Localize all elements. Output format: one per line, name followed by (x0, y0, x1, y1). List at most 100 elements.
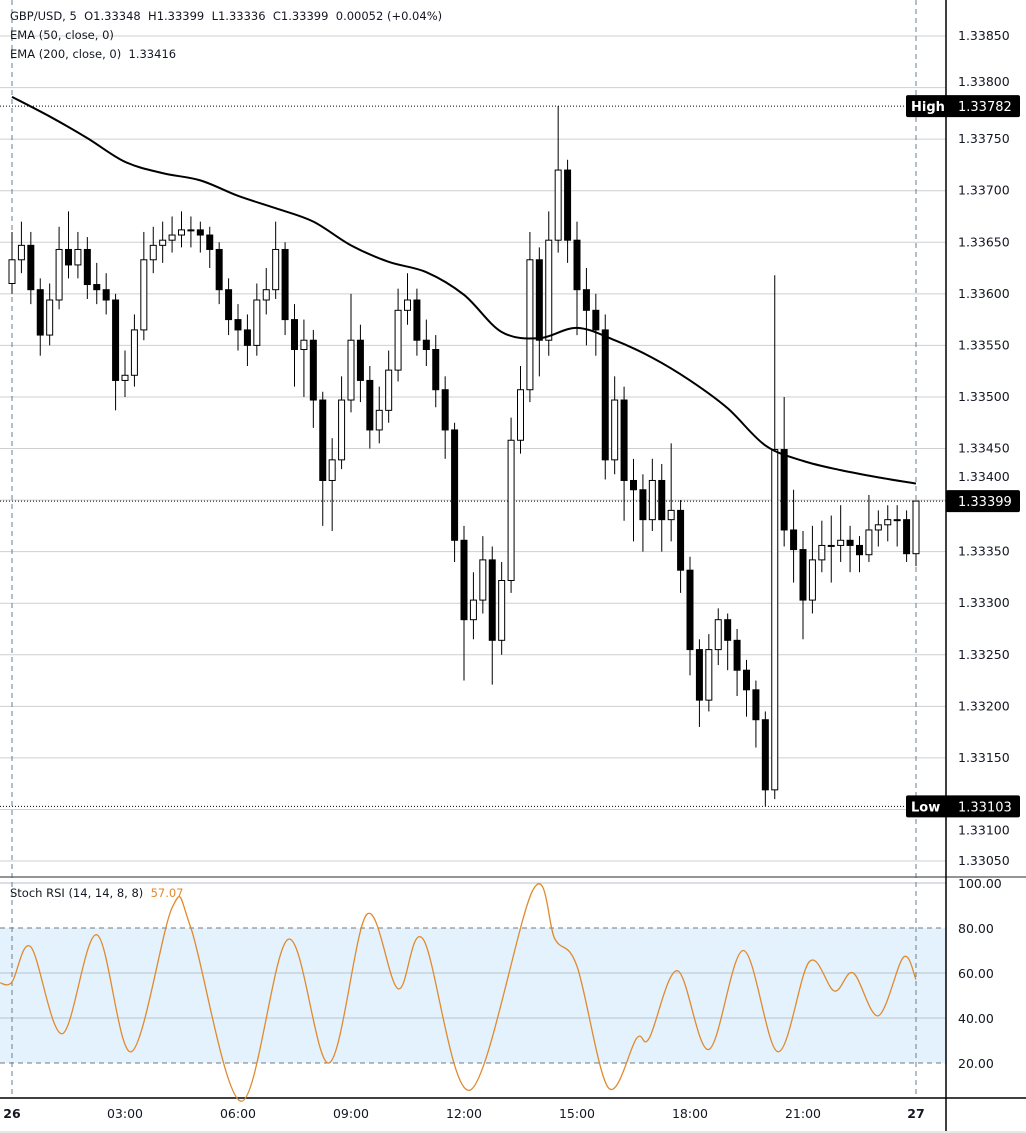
ema50-legend[interactable]: EMA (50, close, 0) (10, 28, 114, 42)
stoch-rsi-legend[interactable]: Stoch RSI (14, 14, 8, 8) 57.07 (10, 886, 184, 900)
candle (404, 273, 411, 325)
candle (903, 510, 911, 562)
candle (799, 531, 807, 640)
candle (545, 211, 553, 356)
candle (714, 608, 722, 666)
candle (498, 561, 506, 655)
candle-body-up (17, 244, 25, 261)
last-price-label: 1.33399 (946, 490, 1020, 513)
candle (479, 536, 487, 614)
candle-body-down (733, 639, 741, 671)
candle (121, 350, 129, 397)
candle-body-up (648, 479, 656, 521)
marker-label-bg (906, 95, 1020, 118)
candle (611, 376, 619, 475)
time-tick-label: 06:00 (220, 1106, 256, 1121)
candle (752, 680, 760, 748)
stoch-tick-label: 100.00 (958, 876, 1002, 891)
price-tick-label: 1.33450 (958, 441, 1010, 456)
candle-body-up (178, 229, 185, 236)
candle (36, 278, 44, 356)
candle-body-down (790, 529, 798, 551)
candle (865, 494, 873, 562)
ema200-legend[interactable]: EMA (200, close, 0) 1.33416 (10, 47, 176, 61)
candle (187, 216, 195, 248)
low-price-label: Low 1.33103 (906, 795, 1020, 818)
candle-body-down (856, 544, 863, 556)
high-price-label: High 1.33782 (906, 95, 1020, 118)
candle-body-up (517, 389, 524, 441)
candle-body-up (884, 519, 892, 526)
candle-body-down (93, 284, 101, 291)
candle-body-up (130, 329, 138, 376)
price-tick-label: 1.33600 (958, 286, 1010, 301)
candle (818, 520, 826, 573)
candle-body-down (630, 479, 637, 491)
candle-body-down (102, 289, 110, 301)
close-value: C1.33399 (272, 9, 329, 23)
candle-body-down (413, 299, 421, 341)
candle-body-up (394, 309, 402, 371)
candle (893, 505, 901, 547)
candle-body-up (253, 299, 261, 346)
candle-body-down (225, 289, 233, 321)
candle (83, 237, 91, 299)
candle (328, 438, 336, 531)
candle-body-up (865, 529, 873, 556)
candle (272, 221, 280, 299)
candle-body-down (441, 389, 449, 431)
candle (526, 231, 534, 403)
candle-body-down (215, 248, 223, 291)
candle-body-up (469, 599, 477, 621)
candle (808, 525, 816, 614)
marker-label-bg (906, 795, 1020, 818)
candle (394, 288, 402, 382)
candle-body-down (780, 449, 788, 531)
candle (790, 489, 798, 583)
candle (733, 628, 741, 696)
candle (262, 268, 270, 315)
candle-body-down (356, 339, 364, 381)
candle (309, 329, 317, 428)
candle-body-down (686, 569, 694, 651)
price-tick-label: 1.33350 (958, 544, 1010, 559)
candle-body-down (460, 539, 468, 621)
candle (573, 221, 581, 336)
candle-body-up (300, 339, 308, 350)
candle-body-up (498, 580, 506, 641)
candle (658, 463, 666, 552)
candle (281, 242, 289, 336)
candle (234, 304, 242, 351)
candle-body-down (799, 549, 807, 601)
stoch-rsi-label: Stoch RSI (14, 14, 8, 8) (10, 886, 144, 900)
stoch-tick-label: 20.00 (958, 1056, 994, 1071)
candle (884, 505, 892, 542)
candle-body-down (36, 289, 44, 336)
candle-body-up (893, 519, 901, 522)
candle (102, 273, 110, 315)
candle-body-up (507, 439, 515, 581)
candle (46, 283, 54, 346)
time-tick-label: 09:00 (333, 1106, 369, 1121)
candle (517, 366, 524, 454)
candle-body-down (903, 519, 911, 555)
marker-label-value: 1.33782 (958, 100, 1012, 115)
candle (178, 211, 185, 248)
price-tick-label: 1.33650 (958, 234, 1010, 249)
candle (422, 319, 430, 366)
candle (761, 711, 769, 807)
candle (168, 216, 176, 253)
candle-body-up (168, 234, 176, 241)
price-tick-label: 1.33100 (958, 822, 1010, 837)
candle-body-down (319, 399, 327, 481)
price-tick-label: 1.33150 (958, 750, 1010, 765)
candle (196, 221, 204, 253)
candle-body-up (554, 169, 562, 241)
stoch-tick-label: 60.00 (958, 966, 994, 981)
candle-body-down (573, 239, 581, 291)
stoch-rsi-band (0, 928, 946, 1063)
candle (149, 226, 157, 274)
price-tick-label: 1.33500 (958, 389, 1010, 404)
price-tick-label: 1.33550 (958, 337, 1010, 352)
